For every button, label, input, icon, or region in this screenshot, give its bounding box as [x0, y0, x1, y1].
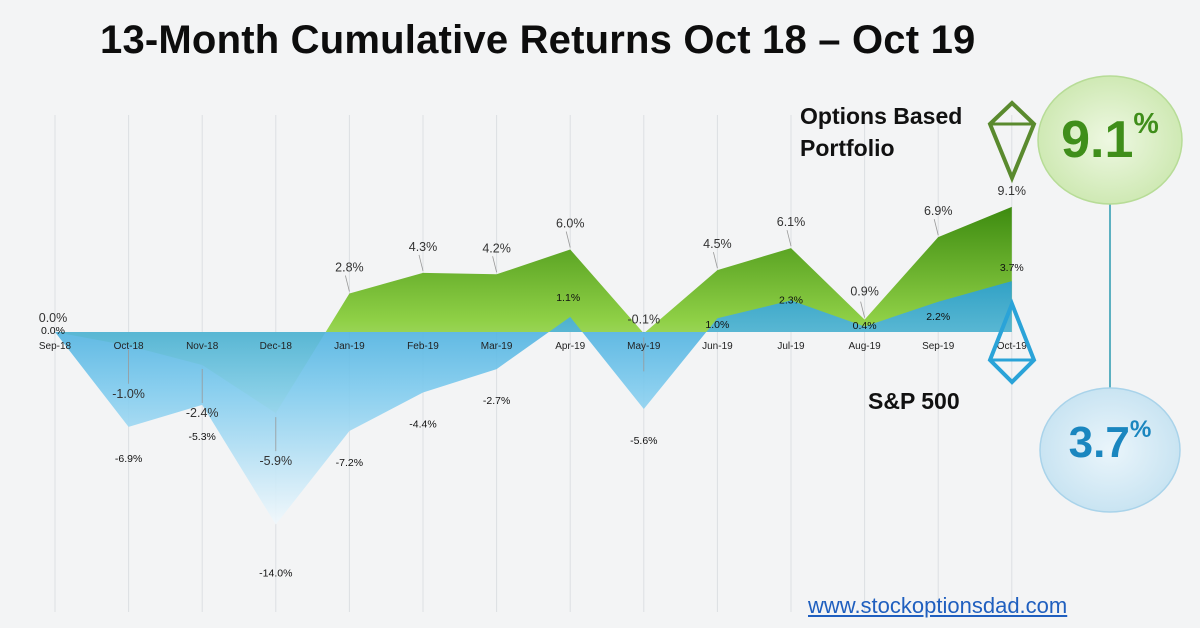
- sp-label-Jul-19: 2.3%: [779, 294, 803, 306]
- leader-opt-Sep-19: [933, 219, 939, 236]
- x-tick-Sep-18: Sep-18: [39, 341, 72, 352]
- leader-opt-Aug-19: [860, 301, 865, 318]
- sp-label-Mar-19: -2.7%: [483, 395, 510, 407]
- opt-label-Nov-18: -2.4%: [186, 406, 219, 420]
- x-tick-Jun-19: Jun-19: [702, 341, 733, 352]
- x-tick-Jan-19: Jan-19: [334, 341, 365, 352]
- options-callout-number: 9.1: [1061, 111, 1134, 169]
- x-tick-Sep-19: Sep-19: [922, 341, 955, 352]
- options-callout-value: 9.1%: [1040, 108, 1180, 170]
- opt-label-Apr-19: 6.0%: [556, 217, 585, 231]
- leader-opt-Apr-19: [565, 231, 571, 248]
- leader-opt-Feb-19: [418, 254, 424, 271]
- x-tick-Mar-19: Mar-19: [481, 341, 513, 352]
- sp500-area: [55, 281, 1012, 525]
- leader-opt-Jan-19: [345, 275, 350, 292]
- sp-label-Jun-19: 1.0%: [705, 319, 729, 331]
- chart-title: 13-Month Cumulative Returns Oct 18 – Oct…: [100, 18, 976, 62]
- sp500-callout-bubble: [1039, 387, 1181, 513]
- x-tick-Jul-19: Jul-19: [777, 341, 805, 352]
- opt-label-Aug-19: 0.9%: [850, 285, 879, 299]
- label-leader-lines: [128, 219, 939, 452]
- x-tick-Feb-19: Feb-19: [407, 341, 439, 352]
- opt-label-Mar-19: 4.2%: [482, 241, 511, 255]
- sp-label-Oct-19: 3.7%: [1000, 262, 1024, 274]
- sp-label-Nov-18: -5.3%: [188, 431, 215, 443]
- sp500-callout-percent: %: [1129, 416, 1152, 443]
- opt-label-Jul-19: 6.1%: [777, 215, 806, 229]
- sp500-data-labels: 0.0% -6.9% -5.3% -14.0% -7.2% -4.4% -2.7% 1.1% -…: [41, 262, 1024, 579]
- opt-label-Dec-18: -5.9%: [259, 454, 292, 468]
- sp-label-Oct-18: -6.9%: [115, 453, 142, 465]
- sp-label-Apr-19: 1.1%: [556, 292, 580, 304]
- opt-label-Jun-19: 4.5%: [703, 237, 732, 251]
- x-tick-Aug-19: Aug-19: [848, 341, 881, 352]
- leader-opt-Jul-19: [786, 230, 792, 247]
- x-tick-Nov-18: Nov-18: [186, 341, 219, 352]
- options-callout-bubble: [1037, 75, 1183, 205]
- x-axis-tick-labels: Sep-18 Oct-18 Nov-18 Dec-18 Jan-19 Feb-19 Mar-…: [39, 341, 1027, 352]
- options-callout-percent: %: [1133, 108, 1159, 140]
- sp-label-May-19: -5.6%: [630, 435, 657, 447]
- x-tick-Oct-18: Oct-18: [114, 341, 144, 352]
- opt-label-Sep-19: 6.9%: [924, 204, 953, 218]
- sp-label-Feb-19: -4.4%: [409, 419, 436, 431]
- options-portfolio-data-labels: 0.0% -1.0% -2.4% -5.9% 2.8% 4.3% 4.2% 6.0% -0.1%…: [39, 184, 1026, 468]
- opt-label-Oct-19: 9.1%: [998, 184, 1027, 198]
- opt-label-May-19: -0.1%: [627, 312, 660, 326]
- sp500-callout-number: 3.7: [1068, 418, 1130, 467]
- website-link[interactable]: www.stockoptionsdad.com: [808, 593, 1068, 618]
- opt-label-Sep-18: 0.0%: [39, 311, 68, 325]
- opt-label-Jan-19: 2.8%: [335, 261, 364, 275]
- opt-label-Oct-18: -1.0%: [112, 387, 145, 401]
- leader-opt-Mar-19: [492, 256, 497, 273]
- leader-opt-Jun-19: [713, 252, 718, 269]
- sp500-series-label: S&P 500: [868, 388, 960, 414]
- x-tick-Dec-18: Dec-18: [260, 341, 293, 352]
- options-series-label: Options Based Portfolio: [800, 103, 963, 161]
- sp500-callout-value: 3.7%: [1050, 416, 1170, 468]
- sp-label-Jan-19: -7.2%: [336, 457, 363, 469]
- x-tick-Oct-19: Oct-19: [997, 341, 1027, 352]
- sp-label-Sep-18: 0.0%: [41, 325, 65, 337]
- sp-label-Sep-19: 2.2%: [926, 311, 950, 323]
- x-tick-May-19: May-19: [627, 341, 661, 352]
- x-tick-Apr-19: Apr-19: [555, 341, 585, 352]
- sp500-diamond-icon: [987, 298, 1037, 385]
- sp-label-Dec-18: -14.0%: [259, 568, 292, 580]
- opt-label-Feb-19: 4.3%: [409, 240, 438, 254]
- sp-label-Aug-19: 0.4%: [853, 320, 877, 332]
